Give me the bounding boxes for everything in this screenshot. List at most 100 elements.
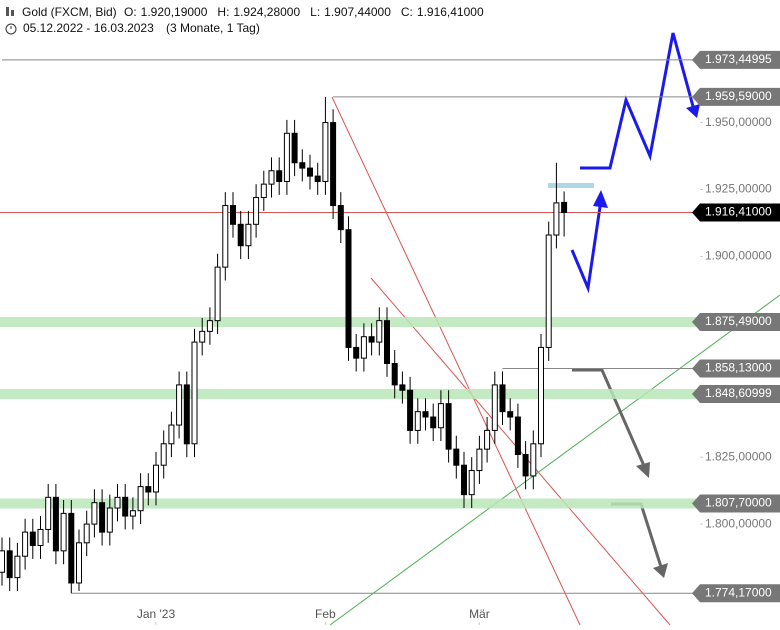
- level-label-box: [692, 384, 780, 403]
- date-range: 05.12.2022 - 16.03.2023: [23, 21, 154, 35]
- candle-body: [191, 341, 198, 445]
- ohlc-value: 1.916,41000: [417, 5, 484, 19]
- candle-body: [545, 234, 552, 348]
- candle-body: [484, 429, 491, 450]
- candle-body: [561, 201, 568, 214]
- candle-body: [37, 528, 44, 547]
- candle-body: [268, 170, 275, 185]
- candle-body: [106, 507, 113, 533]
- ohlc-key: H:: [217, 5, 229, 19]
- y-tick-label: 1.925,00000: [705, 182, 772, 196]
- candle-body: [214, 266, 221, 322]
- level-label-box: [692, 50, 780, 69]
- candle-body: [68, 512, 75, 584]
- candle-body: [299, 162, 306, 169]
- candle-body: [507, 411, 514, 418]
- candle-body: [530, 443, 537, 477]
- x-tick-label: Mär: [469, 607, 490, 621]
- candle-body: [153, 464, 159, 493]
- candle-body: [368, 336, 375, 343]
- y-tick-label: 1.950,00000: [705, 115, 772, 129]
- candle-body: [60, 512, 67, 552]
- candle-body: [345, 229, 352, 348]
- candle-body: [353, 346, 360, 359]
- candle-body: [322, 122, 329, 182]
- candle-body: [45, 496, 52, 530]
- candle-body: [291, 132, 298, 164]
- ohlc-key: O:: [124, 5, 137, 19]
- arrow-head: [636, 462, 650, 478]
- chart-title: Gold (FXCM, Bid): [22, 5, 117, 19]
- candle-body: [237, 223, 244, 247]
- candle-body: [414, 411, 421, 431]
- candle-body: [337, 205, 344, 231]
- candle-body: [514, 416, 521, 455]
- marker: [548, 183, 594, 188]
- candle-body: [307, 167, 313, 177]
- candle-body: [453, 448, 460, 466]
- icon: [6, 7, 9, 16]
- candle-body: [476, 448, 483, 472]
- candle-body: [22, 531, 29, 557]
- x-tick-label: Feb: [315, 607, 336, 621]
- forecast-arrow: [580, 32, 696, 170]
- ohlc-value: 1.920,19000: [141, 5, 208, 19]
- level-label: 1.916,41000: [705, 205, 772, 219]
- forecast-arrow: [611, 502, 664, 571]
- x-tick-label: Jan '23: [137, 607, 176, 621]
- candle-body: [14, 555, 21, 579]
- candle-body: [522, 453, 529, 477]
- level-label: 1.959,59000: [705, 89, 772, 103]
- candle-body: [0, 550, 5, 573]
- ohlc-value: 1.907,44000: [324, 5, 391, 19]
- candle-body: [91, 502, 98, 525]
- candle-body: [384, 320, 390, 364]
- clock-icon: [5, 23, 17, 35]
- candle-body: [376, 320, 383, 343]
- candles: [0, 96, 568, 594]
- level-label-box: [692, 87, 780, 106]
- candle-body: [230, 205, 236, 225]
- candle-body: [245, 223, 252, 247]
- candle-body: [83, 523, 90, 544]
- candle-body: [538, 346, 544, 445]
- candle-body: [391, 362, 398, 386]
- candle-body: [399, 384, 406, 391]
- level-label-box: [692, 494, 780, 513]
- candle-body: [437, 403, 444, 429]
- candle-body: [145, 486, 152, 493]
- level-label: 1.774,17000: [705, 585, 772, 599]
- level-label-box: [692, 313, 780, 332]
- level-label-box: [692, 584, 780, 603]
- arrow-head: [686, 104, 700, 118]
- candle-body: [422, 411, 429, 418]
- candle-body: [430, 416, 437, 429]
- level-band: [0, 388, 780, 399]
- y-tick-label: 1.825,00000: [705, 449, 772, 463]
- level-band: [0, 498, 780, 509]
- candle-body: [499, 384, 506, 413]
- candle-body: [122, 496, 129, 517]
- period: (3 Monate, 1 Tag): [166, 21, 260, 35]
- forecast-arrow: [570, 199, 603, 294]
- candle-body: [314, 175, 321, 182]
- ohlc-key: L:: [310, 5, 320, 19]
- ohlc-value: 1.924,28000: [233, 5, 300, 19]
- candle-body: [491, 384, 498, 431]
- candle-body: [276, 170, 283, 182]
- trend-line: [329, 294, 780, 626]
- icon: [11, 10, 14, 16]
- level-label: 1.858,13000: [705, 361, 772, 375]
- level-label: 1.807,70000: [705, 496, 772, 510]
- candle-body: [99, 502, 106, 533]
- candle-body: [206, 320, 213, 332]
- forecast-arrow: [572, 368, 647, 469]
- ohlc-key: C:: [401, 5, 413, 19]
- header: Gold (FXCM, Bid) O: 1.920,19000 H: 1.924,28…: [5, 5, 484, 35]
- candle-body: [461, 464, 467, 496]
- candle-body: [160, 443, 167, 466]
- ohlc-values: O: 1.920,19000 H: 1.924,28000 L: 1.907,44000 C…: [124, 5, 484, 19]
- candle-body: [76, 542, 82, 584]
